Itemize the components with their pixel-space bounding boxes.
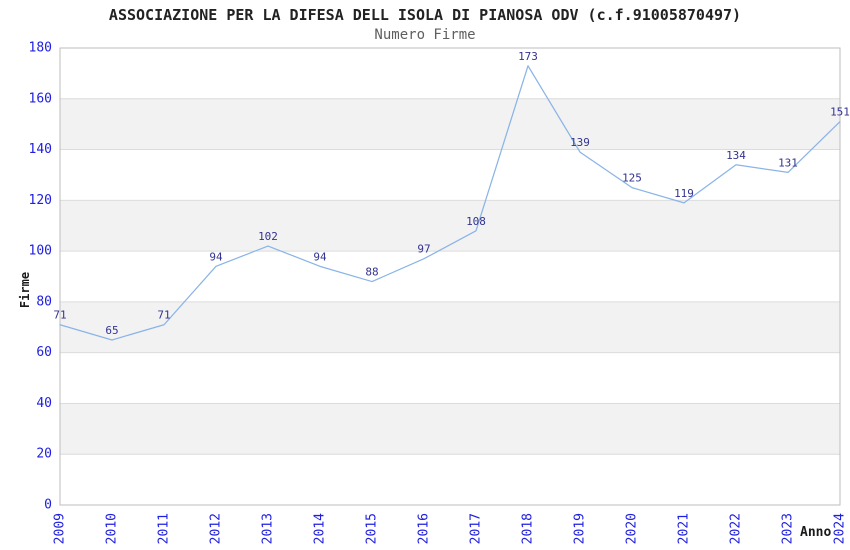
x-tick-label: 2015 bbox=[365, 513, 380, 544]
chart-subtitle: Numero Firme bbox=[374, 27, 476, 43]
y-tick-label: 160 bbox=[29, 91, 52, 106]
y-tick-label: 20 bbox=[36, 447, 52, 462]
data-label: 97 bbox=[417, 243, 430, 256]
y-axis-title: Firme bbox=[18, 271, 32, 309]
plot-band bbox=[60, 403, 840, 455]
x-tick-label: 2021 bbox=[677, 513, 692, 544]
x-tick-label: 2024 bbox=[833, 513, 848, 544]
y-tick-label: 100 bbox=[29, 244, 52, 259]
y-tick-label: 40 bbox=[36, 396, 52, 411]
x-tick-label: 2020 bbox=[625, 513, 640, 544]
data-label: 102 bbox=[258, 230, 278, 243]
x-tick-label: 2009 bbox=[53, 513, 68, 544]
y-tick-label: 0 bbox=[44, 498, 52, 513]
chart-title: ASSOCIAZIONE PER LA DIFESA DELL ISOLA DI… bbox=[108, 6, 742, 24]
plot-band bbox=[60, 301, 840, 353]
y-tick-label: 80 bbox=[36, 294, 52, 309]
data-label: 88 bbox=[365, 266, 378, 279]
x-tick-label: 2016 bbox=[417, 513, 432, 544]
data-label: 134 bbox=[726, 149, 746, 162]
y-tick-label: 140 bbox=[29, 142, 52, 157]
y-tick-label: 120 bbox=[29, 193, 52, 208]
y-tick-label: 180 bbox=[29, 41, 52, 56]
data-label: 108 bbox=[466, 215, 486, 228]
x-tick-label: 2012 bbox=[209, 513, 224, 544]
x-tick-label: 2023 bbox=[781, 513, 796, 544]
x-tick-label: 2022 bbox=[729, 513, 744, 544]
data-label: 71 bbox=[157, 309, 170, 322]
data-label: 71 bbox=[53, 309, 66, 322]
plot-band bbox=[60, 200, 840, 252]
data-label: 151 bbox=[830, 106, 850, 119]
data-label: 94 bbox=[313, 250, 327, 263]
data-label: 65 bbox=[105, 324, 118, 337]
x-tick-label: 2017 bbox=[469, 513, 484, 544]
plot-band bbox=[60, 98, 840, 150]
data-label: 94 bbox=[209, 250, 223, 263]
y-tick-label: 60 bbox=[36, 345, 52, 360]
x-tick-label: 2011 bbox=[157, 513, 172, 544]
x-tick-label: 2013 bbox=[261, 513, 276, 544]
data-label: 125 bbox=[622, 172, 642, 185]
data-label: 119 bbox=[674, 187, 694, 200]
x-tick-label: 2019 bbox=[573, 513, 588, 544]
x-tick-label: 2010 bbox=[105, 513, 120, 544]
data-label: 139 bbox=[570, 136, 590, 149]
x-axis-title: Anno bbox=[800, 525, 832, 540]
x-tick-label: 2014 bbox=[313, 513, 328, 544]
plot-border bbox=[59, 47, 841, 506]
x-tick-label: 2018 bbox=[521, 513, 536, 544]
data-line bbox=[59, 65, 841, 341]
data-label: 173 bbox=[518, 50, 538, 63]
data-label: 131 bbox=[778, 156, 798, 169]
